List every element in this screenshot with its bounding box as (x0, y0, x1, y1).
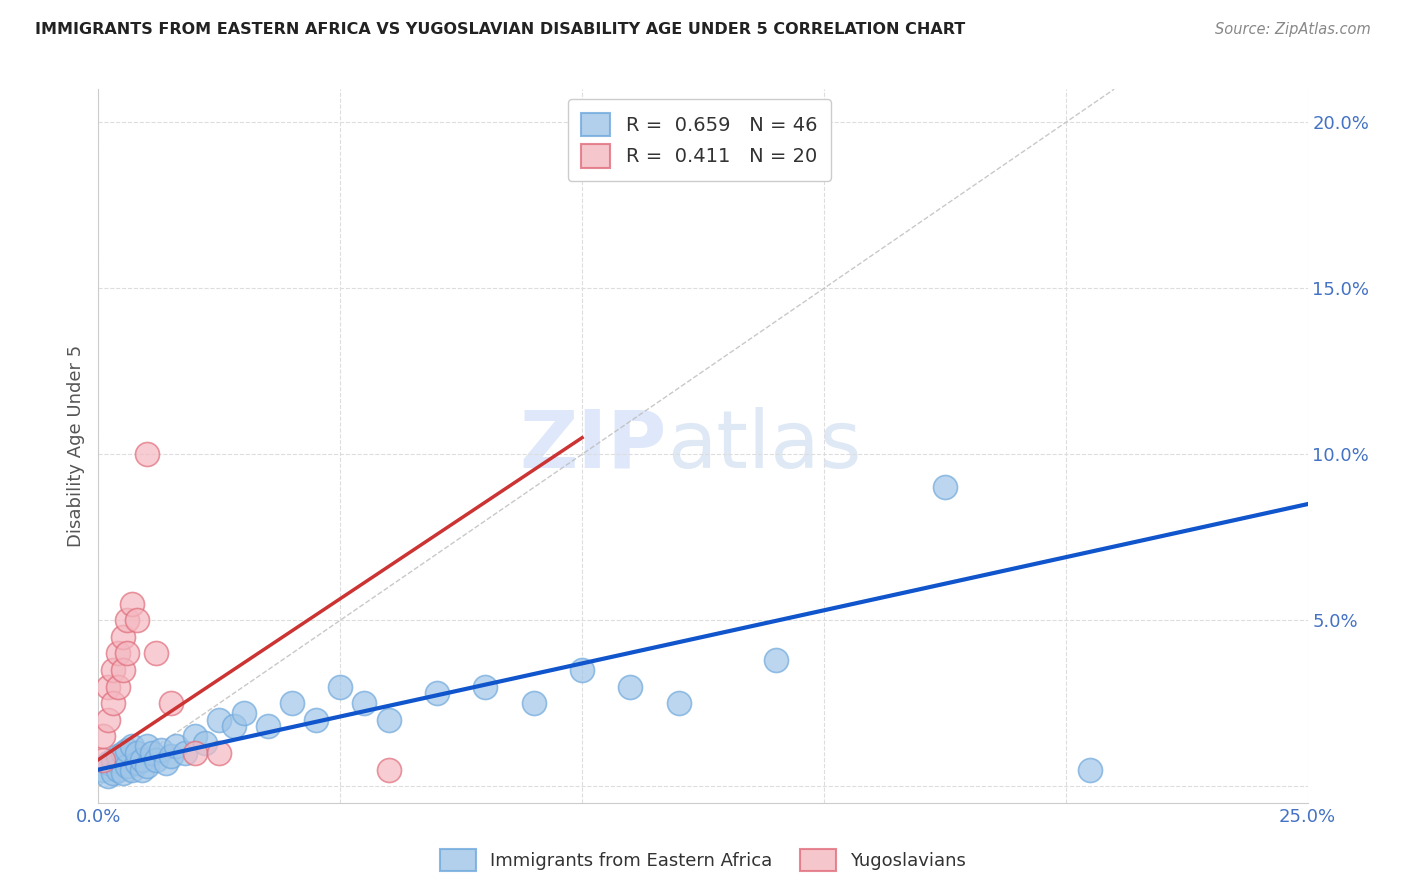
Point (329, 680, 352, 694)
Point (121, 739, 143, 754)
Text: IMMIGRANTS FROM EASTERN AFRICA VS YUGOSLAVIAN DISABILITY AGE UNDER 5 CORRELATION: IMMIGRANTS FROM EASTERN AFRICA VS YUGOSL… (35, 22, 966, 37)
Point (174, 746, 197, 760)
Point (571, 663, 593, 677)
Point (121, 597, 143, 611)
Point (131, 763, 153, 777)
Point (97, 769, 120, 783)
Point (523, 696, 546, 710)
Point (150, 742, 173, 756)
Point (97, 680, 120, 694)
Text: atlas: atlas (666, 407, 860, 485)
Point (107, 749, 129, 764)
Point (107, 680, 129, 694)
Point (107, 647, 129, 661)
Point (135, 447, 157, 461)
Point (117, 742, 139, 756)
Point (184, 730, 207, 744)
Point (111, 630, 134, 644)
Point (101, 766, 124, 780)
Point (934, 481, 956, 495)
Point (194, 736, 217, 750)
Point (377, 763, 399, 777)
Point (232, 706, 254, 721)
Legend: R =  0.659   N = 46, R =  0.411   N = 20: R = 0.659 N = 46, R = 0.411 N = 20 (568, 99, 831, 181)
Point (121, 763, 143, 777)
Point (668, 696, 690, 710)
Text: ZIP: ZIP (519, 407, 666, 485)
Point (353, 696, 375, 710)
Point (111, 746, 134, 760)
Point (101, 696, 124, 710)
Point (1078, 763, 1101, 777)
Point (426, 686, 449, 700)
Point (377, 713, 399, 727)
Point (160, 749, 183, 764)
Point (141, 746, 163, 760)
Point (474, 680, 496, 694)
Point (184, 746, 207, 760)
Point (145, 647, 167, 661)
Point (256, 719, 278, 733)
Point (305, 713, 328, 727)
Point (91, 753, 114, 767)
Point (165, 739, 187, 754)
Point (135, 739, 157, 754)
Point (97, 756, 120, 770)
Legend: Immigrants from Eastern Africa, Yugoslavians: Immigrants from Eastern Africa, Yugoslav… (433, 842, 973, 879)
Point (765, 653, 787, 667)
Point (131, 753, 153, 767)
Point (145, 753, 167, 767)
Point (117, 647, 139, 661)
Point (111, 663, 134, 677)
Point (135, 759, 157, 773)
Text: Source: ZipAtlas.com: Source: ZipAtlas.com (1215, 22, 1371, 37)
Point (117, 613, 139, 627)
Point (208, 746, 231, 760)
Point (127, 746, 149, 760)
Point (107, 763, 129, 777)
Point (208, 713, 231, 727)
Y-axis label: Disability Age Under 5: Disability Age Under 5 (66, 345, 84, 547)
Point (281, 696, 304, 710)
Point (127, 613, 149, 627)
Point (160, 696, 183, 710)
Point (101, 753, 124, 767)
Point (155, 756, 177, 770)
Point (101, 663, 124, 677)
Point (117, 759, 139, 773)
Point (619, 680, 641, 694)
Point (97, 713, 120, 727)
Point (127, 756, 149, 770)
Point (111, 766, 134, 780)
Point (91, 730, 114, 744)
Point (91, 763, 114, 777)
Point (222, 719, 245, 733)
